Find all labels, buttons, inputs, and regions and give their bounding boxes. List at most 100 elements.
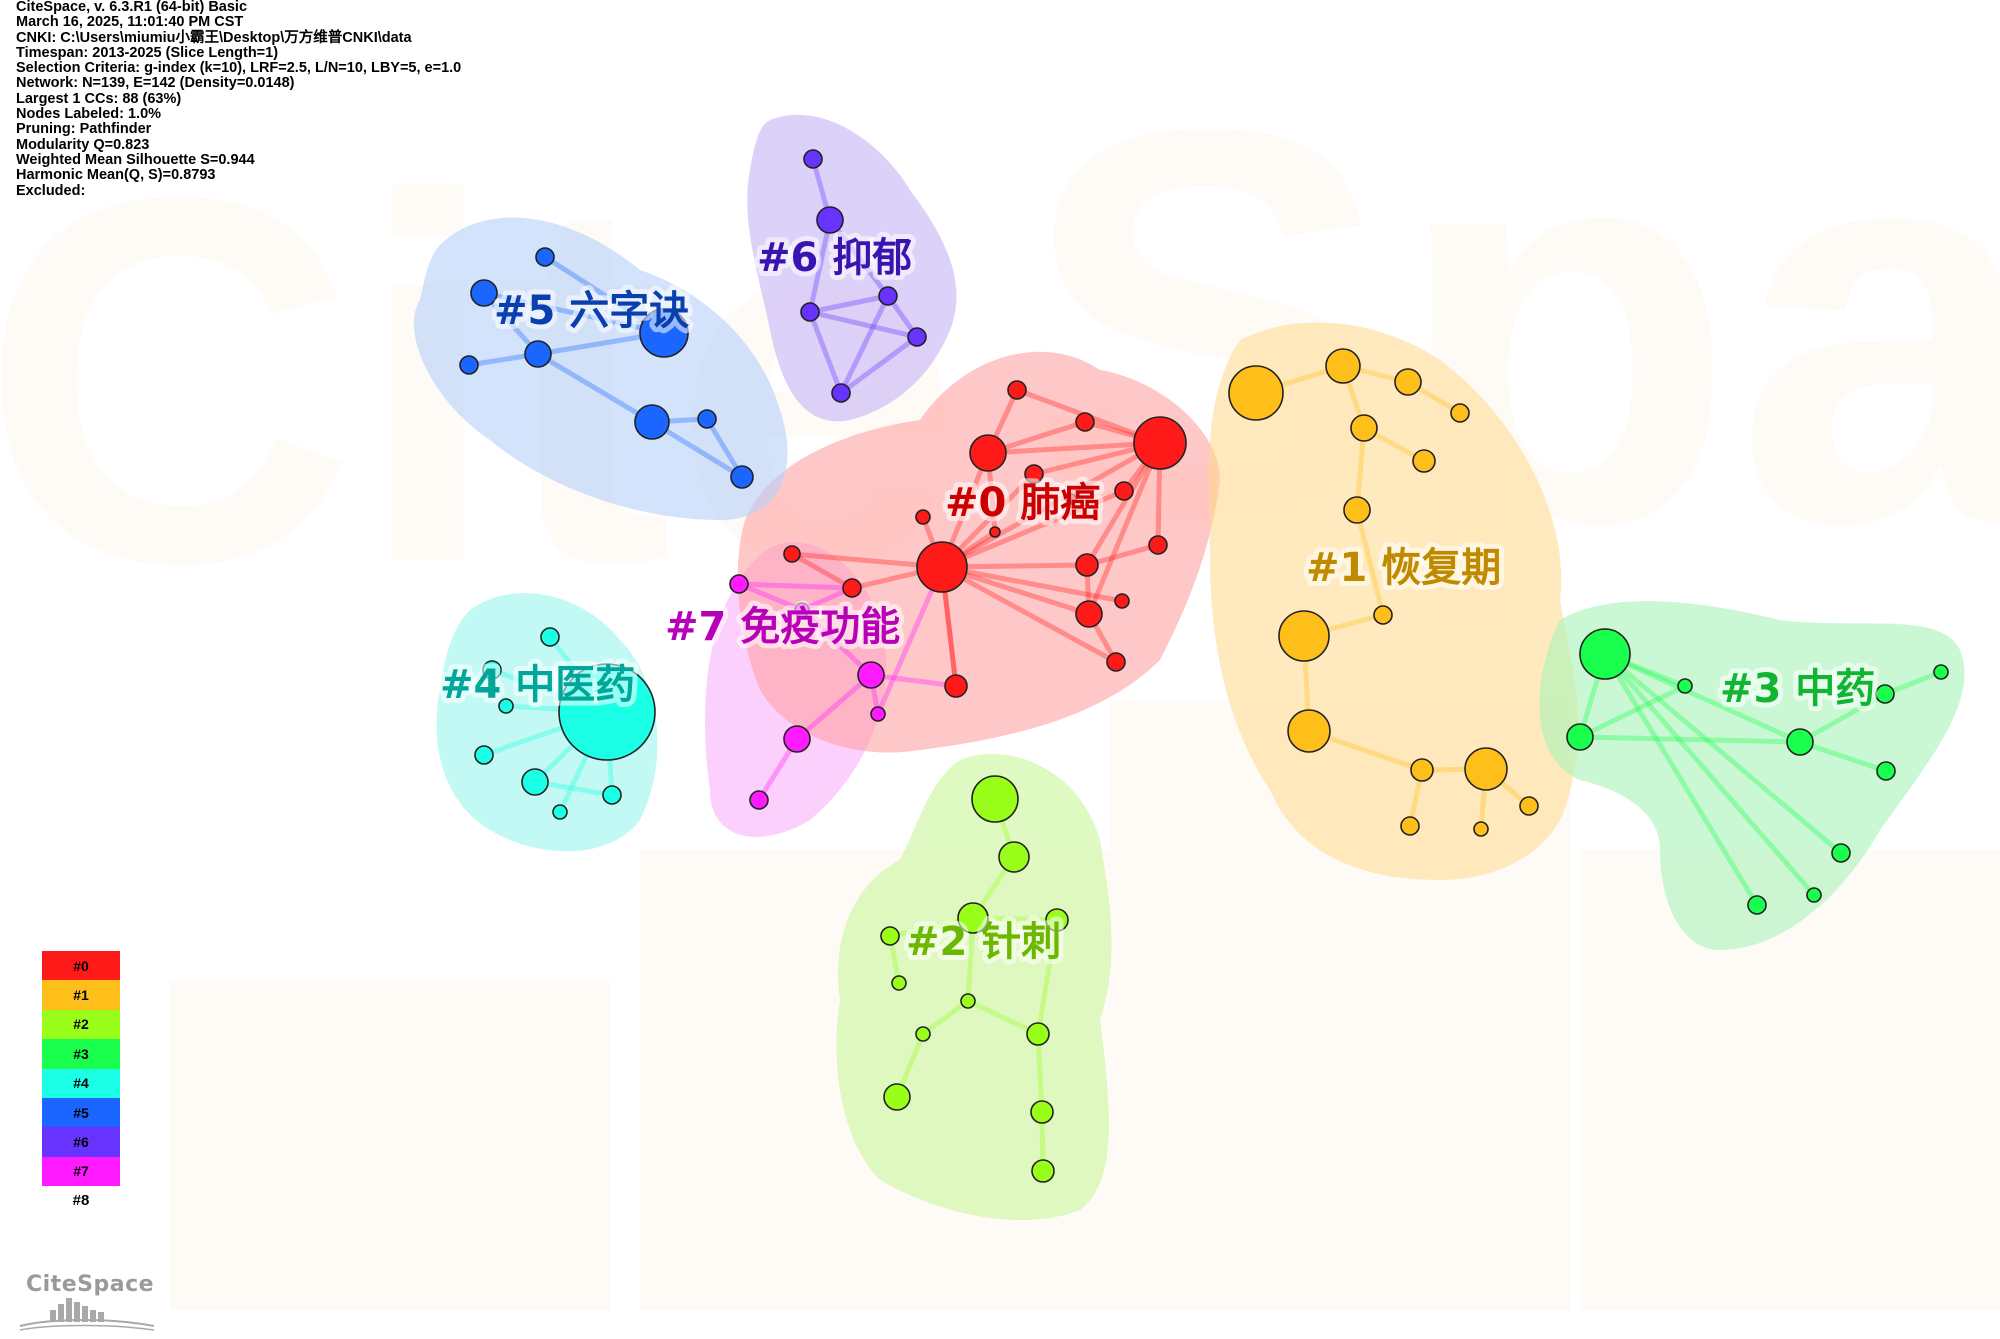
network-node[interactable] <box>957 902 989 934</box>
cluster-label[interactable]: #4 中医药 <box>440 662 635 708</box>
network-node[interactable] <box>1026 1022 1050 1046</box>
network-node[interactable] <box>842 578 862 598</box>
network-node[interactable] <box>1464 747 1508 791</box>
network-node[interactable] <box>535 247 555 267</box>
network-node[interactable] <box>783 545 801 563</box>
network-node[interactable] <box>857 661 885 689</box>
network-node[interactable] <box>552 804 568 820</box>
network-node[interactable] <box>634 404 670 440</box>
network-node[interactable] <box>1876 761 1896 781</box>
network-node[interactable] <box>1400 816 1420 836</box>
network-node[interactable] <box>1473 821 1489 837</box>
network-node[interactable] <box>803 149 823 169</box>
network-node[interactable] <box>1148 535 1168 555</box>
network-node[interactable] <box>524 340 552 368</box>
network-node[interactable] <box>1875 684 1895 704</box>
network-node[interactable] <box>459 355 479 375</box>
network-node[interactable] <box>558 663 656 761</box>
network-node[interactable] <box>891 975 907 991</box>
network-node[interactable] <box>749 790 769 810</box>
network-node[interactable] <box>907 327 927 347</box>
cluster-label-halo: #5 六字诀 <box>494 288 689 334</box>
network-node[interactable] <box>971 775 1019 823</box>
network-node[interactable] <box>1579 628 1631 680</box>
network-node[interactable] <box>915 509 931 525</box>
network-node[interactable] <box>1133 416 1187 470</box>
network-node[interactable] <box>1786 728 1814 756</box>
network-node[interactable] <box>915 1026 931 1042</box>
network-node[interactable] <box>878 286 898 306</box>
network-node[interactable] <box>729 574 749 594</box>
network-node[interactable] <box>794 602 810 618</box>
cluster-label[interactable]: #6 抑郁 <box>757 235 912 281</box>
cluster-label-halo: #1 恢复期 <box>1306 545 1501 591</box>
network-node[interactable] <box>602 785 622 805</box>
network-node[interactable] <box>1933 664 1949 680</box>
network-node[interactable] <box>1831 843 1851 863</box>
network-node[interactable] <box>1325 348 1361 384</box>
cluster-label-halo: #0 肺癌 <box>945 480 1100 526</box>
network-node[interactable] <box>1114 481 1134 501</box>
cluster-label-halo: #4 中医药 <box>440 662 635 708</box>
network-node[interactable] <box>1806 887 1822 903</box>
network-node[interactable] <box>1228 365 1284 421</box>
network-node[interactable] <box>916 541 968 593</box>
network-edge <box>807 293 891 315</box>
network-node[interactable] <box>1024 464 1044 484</box>
network-node[interactable] <box>1278 610 1330 662</box>
network-node[interactable] <box>1065 493 1077 505</box>
network-node[interactable] <box>880 926 900 946</box>
network-node[interactable] <box>998 841 1030 873</box>
network-summary: CiteSpace, v. 6.3.R1 (64-bit) Basic March… <box>16 0 461 199</box>
network-node[interactable] <box>1350 414 1378 442</box>
network-node[interactable] <box>1410 758 1434 782</box>
network-edge <box>1797 739 1889 774</box>
cluster-label[interactable]: #0 肺癌 <box>945 480 1100 526</box>
network-node[interactable] <box>1412 449 1436 473</box>
network-node[interactable] <box>1394 368 1422 396</box>
summary-line: Selection Criteria: g-index (k=10), LRF=… <box>16 60 462 77</box>
network-node[interactable] <box>1566 723 1594 751</box>
network-node[interactable] <box>521 768 549 796</box>
network-node[interactable] <box>482 660 502 680</box>
network-node[interactable] <box>989 526 1001 538</box>
cluster-label[interactable]: #7 免疫功能 <box>665 604 900 650</box>
network-node[interactable] <box>816 206 844 234</box>
network-node[interactable] <box>498 698 514 714</box>
network-node[interactable] <box>474 745 494 765</box>
network-node[interactable] <box>1075 412 1095 432</box>
network-node[interactable] <box>969 434 1007 472</box>
network-node[interactable] <box>697 409 717 429</box>
network-node[interactable] <box>870 706 886 722</box>
network-node[interactable] <box>1075 600 1103 628</box>
network-node[interactable] <box>1287 709 1331 753</box>
network-node[interactable] <box>883 1083 911 1111</box>
network-node[interactable] <box>944 674 968 698</box>
network-node[interactable] <box>1373 605 1393 625</box>
network-node[interactable] <box>960 993 976 1009</box>
network-node[interactable] <box>1450 403 1470 423</box>
network-node[interactable] <box>639 308 689 358</box>
network-node[interactable] <box>1114 593 1130 609</box>
network-node[interactable] <box>1106 652 1126 672</box>
cluster-label[interactable]: #1 恢复期 <box>1306 545 1501 591</box>
network-node[interactable] <box>1075 553 1099 577</box>
cluster-label[interactable]: #3 中药 <box>1720 666 1875 712</box>
network-node[interactable] <box>1519 796 1539 816</box>
network-node[interactable] <box>1031 1159 1055 1183</box>
network-node[interactable] <box>783 725 811 753</box>
network-node[interactable] <box>831 383 851 403</box>
cluster-label[interactable]: #2 针刺 <box>906 919 1061 965</box>
network-node[interactable] <box>470 279 498 307</box>
network-node[interactable] <box>1007 380 1027 400</box>
cluster-label[interactable]: #5 六字诀 <box>494 288 689 334</box>
network-node[interactable] <box>800 302 820 322</box>
network-node[interactable] <box>1747 895 1767 915</box>
network-node[interactable] <box>730 465 754 489</box>
network-node[interactable] <box>1045 908 1069 932</box>
network-node[interactable] <box>1677 678 1693 694</box>
legend-swatch: #1 <box>42 980 120 1010</box>
network-node[interactable] <box>1343 496 1371 524</box>
network-node[interactable] <box>1030 1100 1054 1124</box>
network-node[interactable] <box>540 627 560 647</box>
